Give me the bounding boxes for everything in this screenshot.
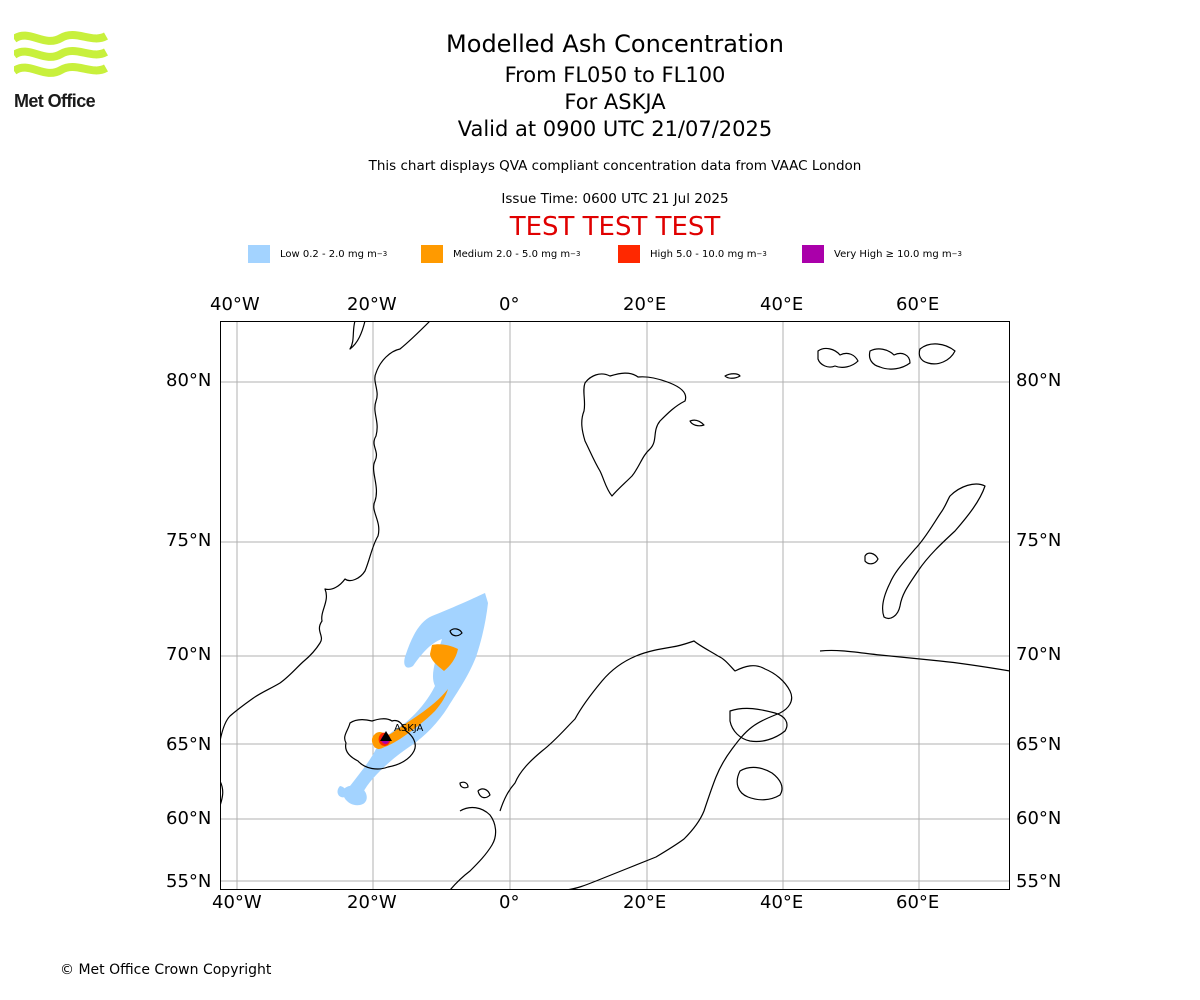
lon-label-top-40w: 40°W [210, 294, 260, 315]
graticule [220, 321, 1010, 890]
lat-label-left-65n: 65°N [166, 734, 212, 755]
scotland-coastline [449, 806, 497, 890]
legend-unit-very-high: −3 [951, 250, 962, 258]
franz-josef-land-west [817, 347, 859, 368]
lat-label-left-55n: 55°N [166, 871, 212, 892]
legend-swatch-medium [421, 245, 443, 263]
faroes-coastline [459, 781, 469, 789]
ash-concentration-map: ASKJA [220, 321, 1010, 890]
ash-medium-north-patch [430, 644, 458, 671]
volcano-triangle-icon [380, 731, 392, 741]
coastlines [220, 321, 1010, 890]
lon-label-bottom-60e: 60°E [896, 892, 940, 913]
small-island-coastline [864, 552, 879, 565]
legend-item-very-high: Very High ≥ 10.0 mg m −3 [802, 244, 962, 264]
russia-arctic-coastline [819, 649, 1010, 672]
met-office-wave-icon [11, 31, 108, 77]
ash-low-main-plume [346, 593, 488, 802]
lat-label-right-80n: 80°N [1016, 370, 1062, 391]
lat-label-left-80n: 80°N [166, 370, 212, 391]
lat-label-right-75n: 75°N [1016, 530, 1062, 551]
legend-swatch-high [618, 245, 640, 263]
franz-josef-land-east [918, 343, 956, 365]
legend-swatch-very-high [802, 245, 824, 263]
met-office-logo: Met Office [11, 30, 108, 112]
lon-label-top-0: 0° [499, 294, 520, 315]
legend-unit-medium: −3 [570, 250, 581, 258]
lon-label-bottom-20e: 20°E [623, 892, 667, 913]
legend-item-high: High 5.0 - 10.0 mg m −3 [618, 244, 767, 264]
legend-item-low: Low 0.2 - 2.0 mg m −3 [248, 244, 387, 264]
lat-label-left-60n: 60°N [166, 808, 212, 829]
ash-medium-band [374, 689, 448, 749]
lon-label-top-20w: 20°W [347, 294, 397, 315]
lake-ladoga-coastline [736, 766, 783, 801]
shetland-coastline [477, 788, 491, 799]
legend-swatch-low [248, 245, 270, 263]
kvitoya-coastline [724, 373, 741, 379]
franz-josef-land-central [868, 348, 911, 370]
compliance-note: This chart displays QVA compliant concen… [368, 158, 862, 174]
legend-label-low: Low 0.2 - 2.0 mg m [280, 248, 377, 260]
lon-label-top-20e: 20°E [623, 294, 667, 315]
logo-text: Met Office [14, 91, 96, 111]
lon-label-bottom-20w: 20°W [347, 892, 397, 913]
subtitle-valid-time: Valid at 0900 UTC 21/07/2025 [457, 117, 773, 141]
issue-time: Issue Time: 0600 UTC 21 Jul 2025 [501, 191, 729, 207]
map-background [220, 321, 1010, 890]
subtitle-volcano: For ASKJA [564, 90, 666, 114]
greenland-ne-fragment [349, 321, 366, 350]
svalbard-coastline [581, 372, 687, 497]
iceland-coastline [344, 718, 416, 770]
lat-label-right-65n: 65°N [1016, 734, 1062, 755]
scandinavia-coastline [499, 640, 793, 890]
volcano-marker: ASKJA [380, 723, 424, 741]
legend-unit-high: −3 [756, 250, 767, 258]
legend-label-medium: Medium 2.0 - 5.0 mg m [453, 248, 571, 260]
white-sea-coastline [729, 707, 788, 743]
lat-label-left-70n: 70°N [166, 644, 212, 665]
lat-label-right-60n: 60°N [1016, 808, 1062, 829]
volcano-label: ASKJA [394, 723, 424, 734]
legend-label-very-high: Very High ≥ 10.0 mg m [834, 248, 952, 260]
jan-mayen-coastline [449, 628, 463, 637]
lon-label-bottom-0: 0° [499, 892, 520, 913]
lon-label-bottom-40e: 40°E [760, 892, 804, 913]
ash-low-fragment-2 [342, 785, 367, 806]
lat-label-right-55n: 55°N [1016, 871, 1062, 892]
test-banner: TEST TEST TEST [509, 212, 721, 242]
lon-label-bottom-40w: 40°W [212, 892, 262, 913]
bear-island-coastline [689, 419, 705, 427]
lon-label-top-60e: 60°E [896, 294, 940, 315]
map-frame [220, 321, 1010, 890]
subtitle-flight-levels: From FL050 to FL100 [504, 63, 726, 87]
legend-item-medium: Medium 2.0 - 5.0 mg m −3 [421, 244, 580, 264]
lat-label-left-75n: 75°N [166, 530, 212, 551]
lon-label-top-40e: 40°E [760, 294, 804, 315]
ash-low-concentration [337, 593, 488, 806]
chart-title: Modelled Ash Concentration [446, 30, 784, 58]
legend-unit-low: −3 [376, 250, 388, 258]
copyright-notice: © Met Office Crown Copyright [60, 962, 272, 978]
greenland-coastline [220, 321, 431, 742]
novaya-zemlya-coastline [881, 483, 986, 619]
lat-label-right-70n: 70°N [1016, 644, 1062, 665]
legend-label-high: High 5.0 - 10.0 mg m [650, 248, 757, 260]
